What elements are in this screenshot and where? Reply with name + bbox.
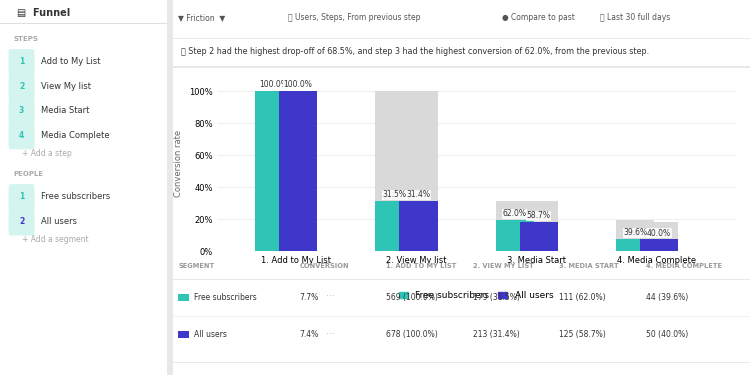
Text: ● Compare to past: ● Compare to past — [502, 13, 574, 22]
Text: ▼ Friction  ▼: ▼ Friction ▼ — [178, 13, 226, 22]
Text: 1: 1 — [19, 192, 24, 201]
Text: 111 (62.0%): 111 (62.0%) — [560, 292, 606, 302]
Bar — [640, 240, 679, 251]
Text: PEOPLE: PEOPLE — [13, 171, 44, 177]
Text: 569 (100.0%): 569 (100.0%) — [386, 292, 438, 302]
Text: Add to My List: Add to My List — [41, 57, 101, 66]
FancyBboxPatch shape — [9, 74, 34, 100]
Bar — [520, 222, 558, 251]
Text: 1. ADD TO MY LIST: 1. ADD TO MY LIST — [386, 263, 457, 269]
Text: 40.0%: 40.0% — [647, 229, 671, 238]
Text: + Add a step: + Add a step — [22, 149, 72, 158]
Bar — [167, 0, 172, 375]
Text: All users: All users — [194, 330, 227, 339]
Text: 50 (40.0%): 50 (40.0%) — [646, 330, 688, 339]
Text: 4. MEDIA COMPLETE: 4. MEDIA COMPLETE — [646, 263, 722, 269]
Bar — [279, 91, 317, 251]
Text: 2. VIEW MY LIST: 2. VIEW MY LIST — [472, 263, 534, 269]
Text: 39.6%: 39.6% — [623, 228, 647, 237]
Bar — [0, 23, 172, 24]
Text: 678 (100.0%): 678 (100.0%) — [386, 330, 438, 339]
Text: ···: ··· — [326, 292, 334, 302]
Bar — [172, 38, 750, 39]
Text: Free subscribers: Free subscribers — [194, 292, 257, 302]
Text: 179 (31.5%): 179 (31.5%) — [472, 292, 520, 302]
Bar — [399, 91, 438, 251]
Text: ···: ··· — [326, 330, 334, 339]
Text: 58.7%: 58.7% — [526, 211, 550, 220]
Text: SEGMENT: SEGMENT — [178, 263, 214, 269]
Text: 125 (58.7%): 125 (58.7%) — [560, 330, 606, 339]
Text: 62.0%: 62.0% — [503, 209, 526, 218]
Text: Media Start: Media Start — [41, 106, 90, 115]
Text: Media Complete: Media Complete — [41, 130, 110, 140]
Text: 31.5%: 31.5% — [382, 190, 406, 199]
Text: 44 (39.6%): 44 (39.6%) — [646, 292, 688, 302]
Text: STEPS: STEPS — [13, 36, 39, 42]
Bar — [178, 294, 189, 301]
FancyBboxPatch shape — [9, 122, 34, 149]
Text: 2: 2 — [19, 217, 24, 226]
Bar — [496, 220, 534, 251]
Text: 📅 Last 30 full days: 📅 Last 30 full days — [600, 13, 670, 22]
Text: All users: All users — [41, 217, 77, 226]
Text: 2: 2 — [19, 82, 24, 91]
Text: 3. MEDIA START: 3. MEDIA START — [560, 263, 619, 269]
Text: Free subscribers: Free subscribers — [41, 192, 111, 201]
Text: 4: 4 — [19, 130, 24, 140]
Bar — [520, 201, 558, 251]
Bar — [616, 239, 654, 251]
Text: 👤 Users, Steps, From previous step: 👤 Users, Steps, From previous step — [288, 13, 421, 22]
Bar — [375, 201, 414, 251]
Bar — [616, 220, 654, 251]
Text: 3: 3 — [19, 106, 24, 115]
Bar — [375, 91, 414, 251]
Y-axis label: Conversion rate: Conversion rate — [174, 130, 183, 196]
Text: + Add a segment: + Add a segment — [22, 236, 89, 244]
FancyBboxPatch shape — [9, 49, 34, 76]
Text: 31.4%: 31.4% — [406, 190, 430, 200]
Bar — [255, 91, 293, 251]
Text: CONVERSION: CONVERSION — [299, 263, 350, 269]
Bar — [399, 201, 438, 251]
FancyBboxPatch shape — [9, 184, 34, 211]
Legend: Free subscribers, All users: Free subscribers, All users — [395, 288, 557, 304]
Text: 100.0%: 100.0% — [284, 80, 313, 89]
Text: ▤  Funnel: ▤ Funnel — [17, 8, 70, 18]
Text: 213 (31.4%): 213 (31.4%) — [472, 330, 520, 339]
Bar — [178, 331, 189, 338]
Bar — [496, 201, 534, 251]
Text: 7.4%: 7.4% — [299, 330, 319, 339]
Bar — [640, 222, 679, 251]
Text: View My list: View My list — [41, 82, 92, 91]
Text: 1: 1 — [19, 57, 24, 66]
FancyBboxPatch shape — [9, 209, 34, 236]
Bar — [172, 66, 750, 68]
Text: 💡 Step 2 had the highest drop-off of 68.5%, and step 3 had the highest conversio: 💡 Step 2 had the highest drop-off of 68.… — [182, 47, 650, 56]
Text: 100.0%: 100.0% — [260, 80, 289, 89]
FancyBboxPatch shape — [9, 98, 34, 125]
Text: 7.7%: 7.7% — [299, 292, 319, 302]
